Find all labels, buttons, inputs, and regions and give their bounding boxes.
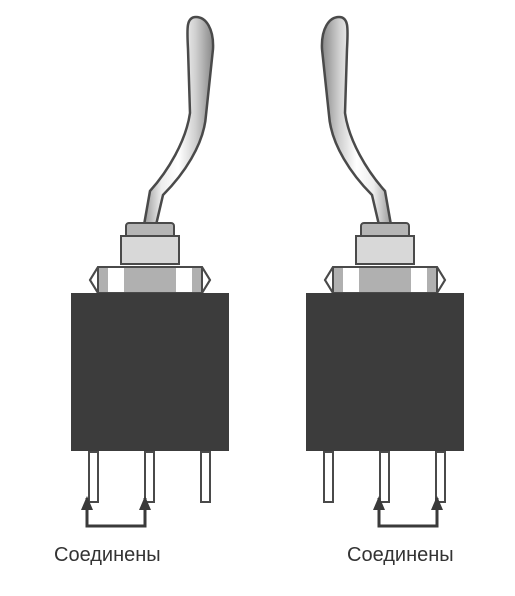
connection-bracket-right [367,496,457,546]
hex-nut [323,265,447,295]
pin-1 [323,451,334,503]
pin-3 [200,451,211,503]
hex-nut [88,265,212,295]
label-right: Соединены [347,544,454,567]
switch-body [306,293,464,451]
bushing-base [120,235,180,265]
switch-body [71,293,229,451]
connection-bracket-left [75,496,165,546]
bushing-base [355,235,415,265]
label-left: Соединены [54,544,161,567]
